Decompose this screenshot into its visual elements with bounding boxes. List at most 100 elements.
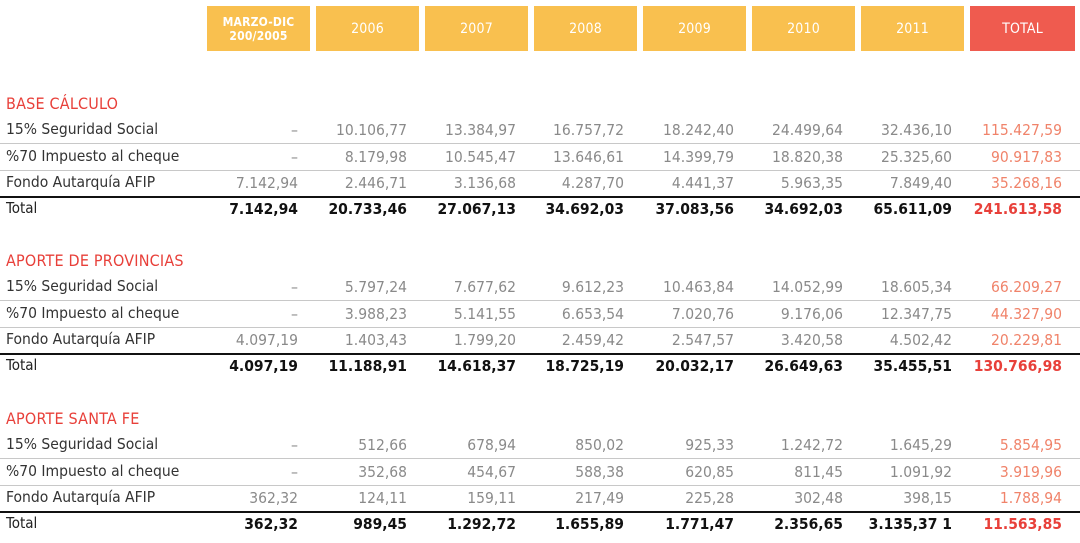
total-cell: 44.327,90 (991, 305, 1062, 323)
value-cell: 5.141,55 (453, 305, 516, 323)
total-cell: 35.268,16 (991, 174, 1062, 192)
table-row: 15% Seguridad Social – 512,66 678,94 850… (0, 432, 1080, 458)
value-cell: 12.347,75 (881, 305, 952, 323)
value-cell: 2.547,57 (671, 331, 734, 349)
value-cell: 65.611,09 (873, 200, 952, 218)
value-cell: 7.020,76 (671, 305, 734, 323)
value-cell: – (291, 436, 298, 454)
value-cell: 4.441,37 (671, 174, 734, 192)
total-cell: 5.854,95 (999, 436, 1062, 454)
row-label: 15% Seguridad Social (6, 120, 159, 138)
value-cell: 2.446,71 (344, 174, 407, 192)
value-cell: 678,94 (467, 436, 516, 454)
value-cell: 362,32 (244, 515, 298, 533)
header-year: 2011 (861, 6, 964, 51)
table-row: Fondo Autarquía AFIP 362,32 124,11 159,1… (0, 485, 1080, 511)
value-cell: 10.463,84 (663, 278, 734, 296)
row-label: %70 Impuesto al cheque (6, 147, 180, 165)
value-cell: 18.725,19 (545, 357, 624, 375)
row-label: %70 Impuesto al cheque (6, 462, 180, 480)
value-cell: 1.655,89 (555, 515, 624, 533)
value-cell: 35.455,51 (873, 357, 952, 375)
value-cell: 2.459,42 (561, 331, 624, 349)
row-divider (0, 300, 1080, 301)
value-cell: 7.142,94 (229, 200, 298, 218)
row-divider (0, 458, 1080, 459)
value-cell: 8.179,98 (344, 148, 407, 166)
value-cell: 7.142,94 (235, 174, 298, 192)
row-label: Total (6, 199, 38, 217)
section-title: APORTE DE PROVINCIAS (6, 251, 184, 270)
value-cell: 217,49 (575, 489, 624, 507)
value-cell: 7.677,62 (453, 278, 516, 296)
value-cell: 3.135,37 1 (868, 515, 952, 533)
value-cell: 4.097,19 (235, 331, 298, 349)
total-divider (0, 196, 1080, 198)
value-cell: 13.646,61 (553, 148, 624, 166)
row-label: 15% Seguridad Social (6, 435, 159, 453)
header-period-line2: 200/2005 (229, 28, 288, 43)
row-divider (0, 143, 1080, 144)
table-row: Fondo Autarquía AFIP 4.097,19 1.403,43 1… (0, 327, 1080, 353)
value-cell: – (291, 121, 298, 139)
value-cell: 9.176,06 (780, 305, 843, 323)
value-cell: 1.403,43 (344, 331, 407, 349)
value-cell: 25.325,60 (881, 148, 952, 166)
table-row: 15% Seguridad Social – 10.106,77 13.384,… (0, 117, 1080, 143)
header-year: 2007 (425, 6, 528, 51)
table-row: %70 Impuesto al cheque – 8.179,98 10.545… (0, 144, 1080, 170)
value-cell: 37.083,56 (655, 200, 734, 218)
total-cell: 130.766,98 (973, 357, 1062, 375)
total-cell: 241.613,58 (973, 200, 1062, 218)
row-label: Fondo Autarquía AFIP (6, 173, 156, 191)
value-cell: 5.797,24 (344, 278, 407, 296)
header-year: 2010 (752, 6, 855, 51)
total-row: Total 4.097,19 11.188,91 14.618,37 18.72… (0, 353, 1080, 379)
total-cell: 1.788,94 (999, 489, 1062, 507)
value-cell: 811,45 (794, 463, 843, 481)
total-cell: 115.427,59 (982, 121, 1062, 139)
total-cell: 20.229,81 (991, 331, 1062, 349)
row-divider (0, 327, 1080, 328)
value-cell: 20.733,46 (328, 200, 407, 218)
value-cell: 24.499,64 (772, 121, 843, 139)
value-cell: 5.963,35 (780, 174, 843, 192)
value-cell: 620,85 (685, 463, 734, 481)
value-cell: 225,28 (685, 489, 734, 507)
section-title: APORTE SANTA FE (6, 409, 140, 428)
table-row: 15% Seguridad Social – 5.797,24 7.677,62… (0, 274, 1080, 300)
value-cell: 14.399,79 (663, 148, 734, 166)
row-label: Total (6, 514, 38, 532)
value-cell: 1.645,29 (889, 436, 952, 454)
table-row: Fondo Autarquía AFIP 7.142,94 2.446,71 3… (0, 170, 1080, 196)
total-divider (0, 511, 1080, 513)
row-divider (0, 170, 1080, 171)
value-cell: – (291, 278, 298, 296)
total-divider (0, 353, 1080, 355)
row-label: 15% Seguridad Social (6, 277, 159, 295)
value-cell: 925,33 (685, 436, 734, 454)
value-cell: 18.242,40 (663, 121, 734, 139)
value-cell: 159,11 (467, 489, 516, 507)
value-cell: 2.356,65 (774, 515, 843, 533)
value-cell: 3.420,58 (780, 331, 843, 349)
header-total: TOTAL (970, 6, 1075, 51)
table-row: %70 Impuesto al cheque – 3.988,23 5.141,… (0, 301, 1080, 327)
value-cell: 34.692,03 (764, 200, 843, 218)
value-cell: 398,15 (903, 489, 952, 507)
total-cell: 11.563,85 (983, 515, 1062, 533)
value-cell: 4.287,70 (561, 174, 624, 192)
value-cell: 4.097,19 (229, 357, 298, 375)
value-cell: 3.136,68 (453, 174, 516, 192)
row-label: %70 Impuesto al cheque (6, 304, 180, 322)
value-cell: 6.653,54 (561, 305, 624, 323)
value-cell: 18.820,38 (772, 148, 843, 166)
row-label: Total (6, 356, 38, 374)
value-cell: 454,67 (467, 463, 516, 481)
value-cell: – (291, 148, 298, 166)
value-cell: 588,38 (575, 463, 624, 481)
header-year: 2006 (316, 6, 419, 51)
row-label: Fondo Autarquía AFIP (6, 330, 156, 348)
total-cell: 66.209,27 (991, 278, 1062, 296)
total-cell: 3.919,96 (999, 463, 1062, 481)
